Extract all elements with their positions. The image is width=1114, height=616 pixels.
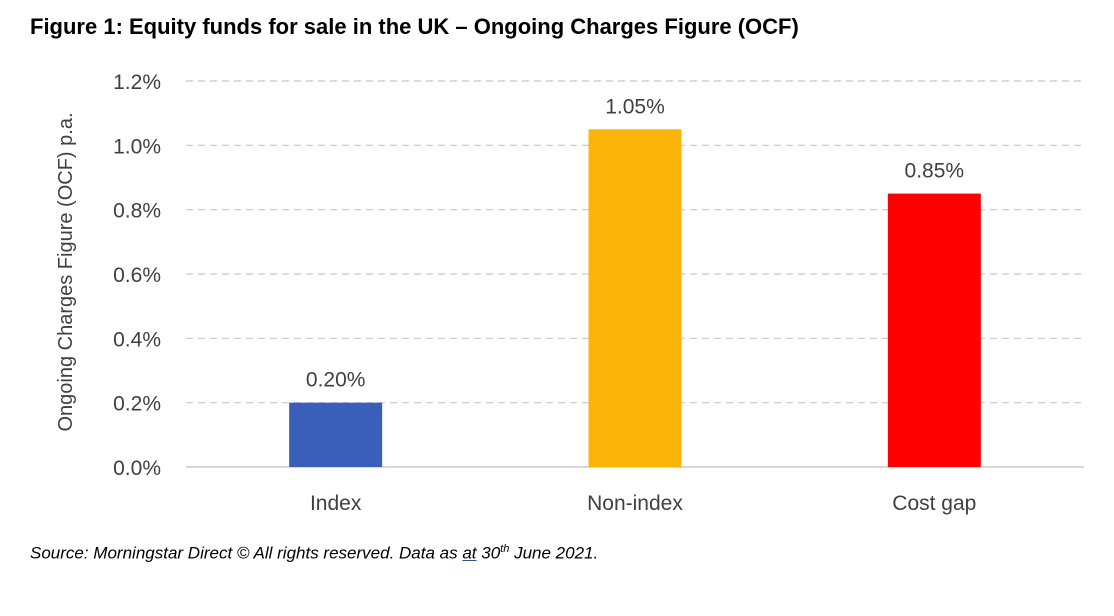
bars [289,129,981,468]
y-tick-label: 1.2% [113,71,161,94]
figure-title: Figure 1: Equity funds for sale in the U… [30,14,799,39]
y-tick-label: 1.0% [113,135,161,158]
bar [289,402,383,467]
y-tick-label: 0.8% [113,200,161,223]
source-underlined: at [462,543,477,563]
y-tick-label: 0.4% [113,328,161,351]
y-tick-label: 0.2% [113,393,161,416]
bar [887,193,981,468]
x-category-label: Non-index [587,492,683,515]
labels: 0.0% 0.2% 0.4% 0.6% 0.8% 1.0% 1.2% 0.20% Index 1.… [113,71,976,515]
source-middle: 30 [476,543,501,563]
data-label: 0.20% [306,369,366,392]
source-superscript: th [500,543,510,555]
y-axis-title: Ongoing Charges Figure (OCF) p.a. [55,112,77,431]
y-tick-label: 0.6% [113,264,161,287]
data-label: 1.05% [605,95,665,118]
x-category-label: Index [310,492,362,515]
y-tick-label: 0.0% [113,457,161,480]
source-suffix: June 2021. [509,543,599,563]
bar [588,129,682,467]
source-note: Source: Morningstar Direct © All rights … [30,543,598,564]
source-prefix: Source: Morningstar Direct © All rights … [30,543,463,563]
x-category-label: Cost gap [892,492,976,515]
data-label: 0.85% [905,160,965,183]
